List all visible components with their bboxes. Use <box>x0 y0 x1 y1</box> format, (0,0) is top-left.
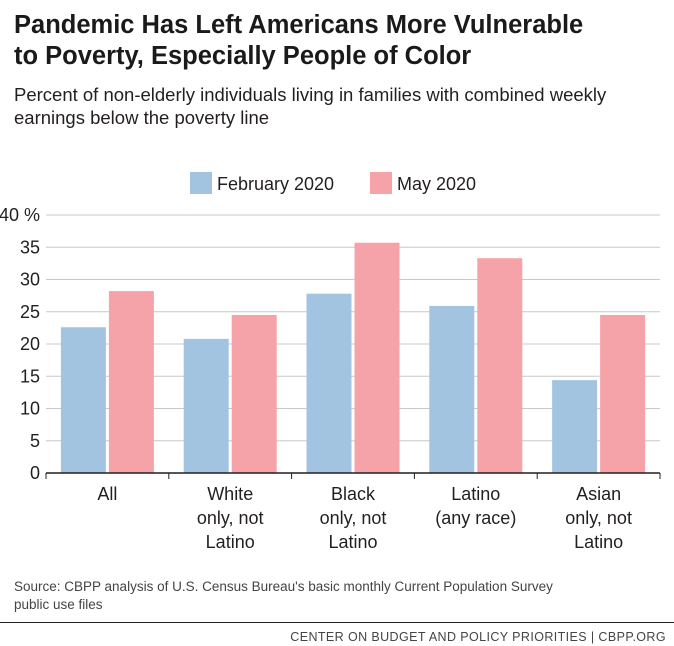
source-line-1: Source: CBPP analysis of U.S. Census Bur… <box>14 579 553 594</box>
category-label-line: Latino <box>206 532 255 552</box>
footer-credit: CENTER ON BUDGET AND POLICY PRIORITIES |… <box>290 630 666 644</box>
footer-divider <box>0 622 674 623</box>
category-label-line: Latino <box>451 484 500 504</box>
legend-label-may: May 2020 <box>397 174 476 194</box>
category-label: Latino (any race) <box>435 484 516 528</box>
bar-may <box>108 291 154 473</box>
legend-label-february: February 2020 <box>217 174 334 194</box>
bar-february <box>60 327 106 473</box>
bar-may <box>600 314 646 473</box>
legend-swatch-may <box>370 172 392 194</box>
bar-may <box>354 242 400 473</box>
category-label-line: All <box>97 484 117 504</box>
y-tick-label: 25 <box>20 302 40 322</box>
bar-february <box>306 293 352 473</box>
category-label-line: only, not <box>197 508 264 528</box>
y-tick-label: 20 <box>20 334 40 354</box>
source-note: Source: CBPP analysis of U.S. Census Bur… <box>14 578 664 613</box>
y-tick-label: 5 <box>30 431 40 451</box>
bar-chart: 0 5 10 15 20 25 30 35 40 % All White only, not Latin… <box>0 172 661 552</box>
chart-title: Pandemic Has Left Americans More Vulnera… <box>14 10 664 72</box>
category-label-line: Asian <box>576 484 621 504</box>
category-label-line: Black <box>331 484 376 504</box>
category-label: White only, not Latino <box>197 484 264 552</box>
y-tick-label: 35 <box>20 237 40 257</box>
category-label-line: Latino <box>574 532 623 552</box>
bar-february <box>429 305 475 473</box>
bar-february <box>552 380 598 473</box>
y-tick-label: 40 % <box>0 205 40 225</box>
category-label-line: only, not <box>320 508 387 528</box>
chart-title-line-2: to Poverty, Especially People of Color <box>14 42 472 70</box>
legend-swatch-february <box>190 172 212 194</box>
bar-may <box>477 258 523 473</box>
y-tick-label: 0 <box>30 463 40 483</box>
category-label: All <box>97 484 117 504</box>
category-label: Black only, not Latino <box>320 484 387 552</box>
chart-subtitle: Percent of non-elderly individuals livin… <box>14 83 664 129</box>
y-tick-label: 30 <box>20 270 40 290</box>
chart-title-line-1: Pandemic Has Left Americans More Vulnera… <box>14 11 584 39</box>
bar-february <box>183 338 229 473</box>
category-label-line: only, not <box>565 508 632 528</box>
chart-subtitle-line-1: Percent of non-elderly individuals livin… <box>14 84 607 105</box>
source-line-2: public use files <box>14 596 103 612</box>
category-label-line: (any race) <box>435 508 516 528</box>
y-tick-label: 10 <box>20 399 40 419</box>
category-label-line: White <box>207 484 253 504</box>
bar-may <box>231 314 277 473</box>
chart-subtitle-line-2: earnings below the poverty line <box>14 107 270 128</box>
category-label: Asian only, not Latino <box>565 484 632 552</box>
y-tick-label: 15 <box>20 366 40 386</box>
category-label-line: Latino <box>328 532 377 552</box>
